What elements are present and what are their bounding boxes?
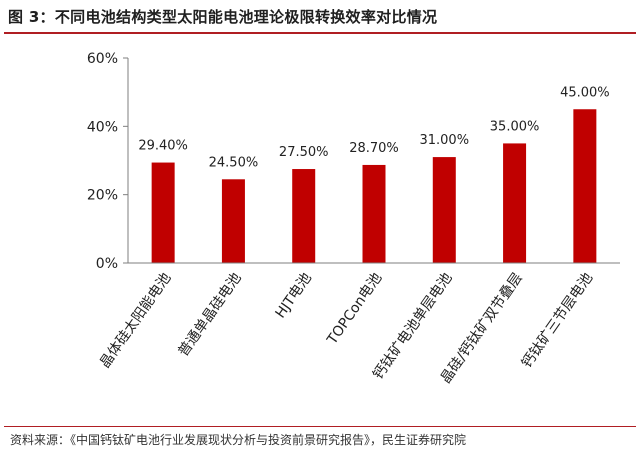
data-label: 35.00% xyxy=(490,119,540,134)
bar xyxy=(573,109,597,263)
x-tick-label: 钙钛矿三节层电池 xyxy=(519,270,596,371)
x-tick-label: TOPCon电池 xyxy=(324,270,385,348)
data-label: 31.00% xyxy=(419,133,469,148)
data-labels: 29.40% 24.50% 27.50% 28.70% 31.00% 35.00% 45.0… xyxy=(138,85,609,170)
bar xyxy=(362,164,386,263)
bar xyxy=(503,143,527,263)
bar xyxy=(151,162,175,263)
x-tick-label: HJT电池 xyxy=(273,270,315,321)
data-label: 24.50% xyxy=(209,155,259,170)
y-tick-label: 20% xyxy=(87,188,118,204)
bar xyxy=(432,157,456,263)
title-divider xyxy=(4,32,636,34)
data-label: 28.70% xyxy=(349,141,399,156)
x-tick-label: 普通单晶硅电池 xyxy=(175,270,244,359)
bars xyxy=(151,109,597,263)
x-tick-label: 钙钛矿电池单层电池 xyxy=(370,270,455,382)
y-tick-label: 0% xyxy=(96,256,118,272)
data-label: 27.50% xyxy=(279,145,329,160)
y-tick-label: 60% xyxy=(87,51,118,67)
figure-title: 图 3：不同电池结构类型太阳能电池理论极限转换效率对比情况 xyxy=(8,8,438,26)
y-axis: 0% 20% 40% 60% xyxy=(87,51,129,272)
x-axis: 晶体硅太阳能电池 普通单晶硅电池 HJT电池 TOPCon电池钙钛矿电池单层电池晶硅/… xyxy=(97,262,620,386)
bar xyxy=(221,179,245,263)
x-tick-label: 晶硅/钙钛矿双节叠层 xyxy=(438,270,526,386)
data-label: 45.00% xyxy=(560,85,610,100)
data-label: 29.40% xyxy=(138,139,188,154)
bar xyxy=(292,169,316,263)
y-tick-label: 40% xyxy=(87,119,118,135)
figure-header: 图 3：不同电池结构类型太阳能电池理论极限转换效率对比情况 xyxy=(0,0,640,34)
x-tick-label: 晶体硅太阳能电池 xyxy=(97,270,174,371)
source-note: 资料来源：《中国钙钛矿电池行业发展现状分析与投资前景研究报告》，民生证券研究院 xyxy=(10,433,467,447)
source-divider xyxy=(4,426,636,427)
bar-chart: 0% 20% 40% 60% 29.40% 24.50% 27.50% 28.70% 31.0… xyxy=(87,51,620,386)
